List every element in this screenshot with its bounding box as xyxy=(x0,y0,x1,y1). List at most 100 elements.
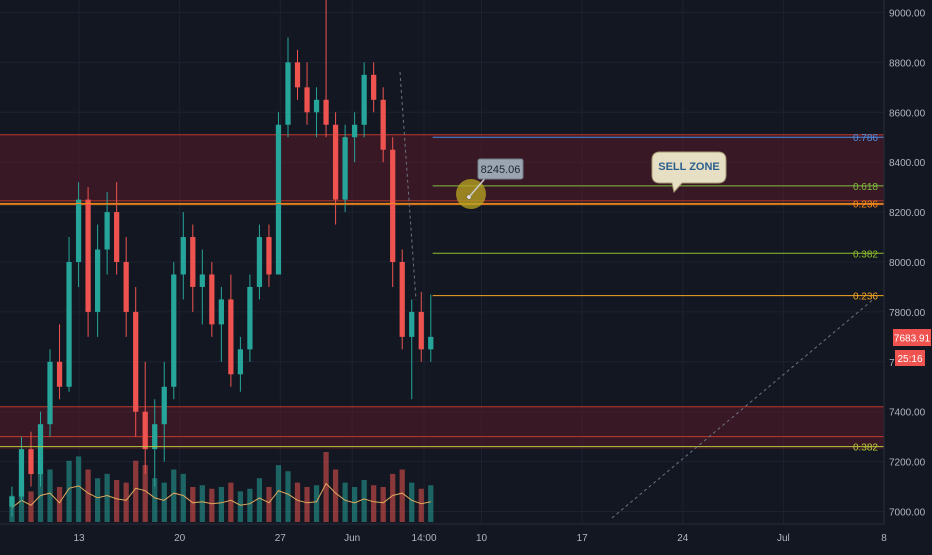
volume-bar xyxy=(294,482,301,522)
candle-body xyxy=(237,349,244,375)
volume-bar xyxy=(323,452,329,522)
time-tick-label: 8 xyxy=(881,533,887,544)
chart-drawings: 8245.06 SELL ZONE xyxy=(399,71,876,519)
candle-body xyxy=(390,149,396,262)
sell-zone-text: SELL ZONE xyxy=(658,161,720,173)
volume-bar xyxy=(18,482,25,522)
time-tick-labels: 13 20 27 Jun 14:00 10 17 24 Jul 8 xyxy=(73,533,887,544)
price-tick-label: 7200.00 xyxy=(889,458,926,469)
time-tick-label: 13 xyxy=(73,533,85,544)
volume-bar xyxy=(304,487,310,522)
time-axis[interactable]: 13 20 27 Jun 14:00 10 17 24 Jul 8 xyxy=(0,523,887,544)
volume-bars xyxy=(9,452,434,522)
candle-body xyxy=(161,386,167,425)
candle-body xyxy=(323,99,329,125)
volume-bar xyxy=(342,482,348,522)
candle-body xyxy=(56,361,63,387)
volume-bar xyxy=(199,485,205,522)
time-tick-label: Jul xyxy=(777,533,790,544)
time-tick-label: 10 xyxy=(476,533,488,544)
candle-body xyxy=(428,336,434,350)
candle-body xyxy=(228,299,234,375)
sell-zone-callout[interactable] xyxy=(651,151,727,194)
price-tick-label: 9000.00 xyxy=(889,8,926,19)
volume-bar xyxy=(85,469,91,522)
price-zone[interactable] xyxy=(0,134,884,163)
volume-bar xyxy=(123,482,129,522)
candle-body xyxy=(66,262,72,387)
volume-bar xyxy=(418,488,424,522)
candle-body xyxy=(275,124,282,275)
volume-bar xyxy=(266,487,272,522)
price-tick-label: 8800.00 xyxy=(889,58,926,69)
volume-bar xyxy=(66,460,72,522)
volume-bar xyxy=(409,482,415,522)
volume-bar xyxy=(371,485,377,522)
time-tick-label: 24 xyxy=(677,533,689,544)
candle-body xyxy=(304,87,310,113)
countdown-badge xyxy=(895,350,925,366)
candle-body xyxy=(94,249,101,312)
price-zone[interactable] xyxy=(0,162,884,201)
candle-body xyxy=(190,237,196,287)
candle-body xyxy=(266,237,272,275)
candle-body xyxy=(418,311,424,350)
candle-body xyxy=(256,237,263,287)
candle-body xyxy=(371,74,377,100)
volume-bar xyxy=(275,465,282,522)
volume-bar xyxy=(171,469,177,522)
candle-body xyxy=(28,449,34,475)
volume-bar xyxy=(390,473,396,522)
candle-body xyxy=(409,311,415,337)
price-axis[interactable]: 9000.00 8800.00 8600.00 8400.00 8200.00 8000.… xyxy=(883,0,932,524)
candle-body xyxy=(75,199,82,262)
volume-bar xyxy=(28,491,34,522)
candle-body xyxy=(47,361,53,425)
candle-body xyxy=(85,199,91,312)
candle-body xyxy=(218,299,224,325)
volume-bar xyxy=(190,487,196,522)
last-price-badge xyxy=(893,329,931,346)
volume-bar xyxy=(161,482,167,522)
candle-body xyxy=(199,274,205,287)
candle-body xyxy=(123,262,129,312)
volume-bar xyxy=(218,487,224,522)
trend-line-vertical[interactable] xyxy=(399,71,417,301)
candle-body xyxy=(332,124,339,200)
countdown-text: 25:16 xyxy=(897,354,922,365)
volume-moving-average xyxy=(11,482,431,508)
volume-bar xyxy=(56,487,63,522)
price-callout-box[interactable] xyxy=(477,158,524,180)
volume-bar xyxy=(247,488,253,522)
price-callout-text: 8245.06 xyxy=(481,164,521,176)
candlestick-series xyxy=(9,0,434,517)
volume-bar xyxy=(237,491,244,522)
price-zone[interactable] xyxy=(0,436,884,450)
volume-bar xyxy=(228,482,234,522)
candle-body xyxy=(133,311,139,412)
candle-body xyxy=(209,274,215,325)
fibonacci-levels: 0.786 0.618 0.236 0.382 0.236 0.382 xyxy=(0,133,884,454)
price-tick-label: 8200.00 xyxy=(889,208,926,219)
volume-bar xyxy=(47,469,53,522)
volume-bar xyxy=(256,478,263,522)
price-zones xyxy=(0,134,884,450)
price-tick-label: 7800.00 xyxy=(889,308,926,319)
fib-level-label: 0.786 xyxy=(853,133,878,144)
fib-level-label: 0.236 xyxy=(853,199,878,210)
candle-body xyxy=(152,424,158,450)
volume-bar xyxy=(133,460,139,522)
candle-body xyxy=(37,424,44,475)
candle-body xyxy=(342,137,348,200)
volume-bar xyxy=(313,485,320,522)
candle-body xyxy=(380,99,386,150)
volume-bar xyxy=(285,471,291,522)
candle-body xyxy=(171,274,177,387)
price-zone[interactable] xyxy=(0,406,884,437)
price-tick-label: 7000.00 xyxy=(889,508,926,519)
volume-bar xyxy=(94,478,101,522)
candle-body xyxy=(104,212,110,250)
